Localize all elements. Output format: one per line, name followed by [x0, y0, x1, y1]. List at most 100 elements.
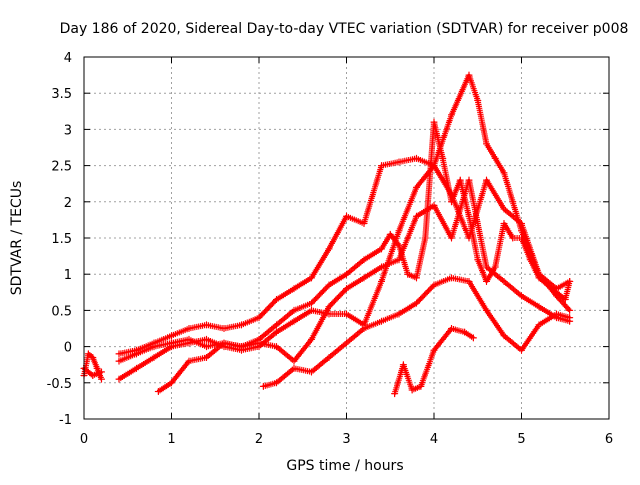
y-tick-label: -1	[59, 413, 72, 428]
chart-title: Day 186 of 2020, Sidereal Day-to-day VTE…	[60, 21, 629, 37]
data-point	[566, 306, 574, 314]
data-point	[89, 372, 97, 380]
data-point	[566, 277, 574, 285]
data-point	[168, 379, 175, 387]
data-point	[465, 212, 473, 220]
data-point	[115, 375, 123, 383]
data-point	[325, 245, 333, 253]
data-point	[413, 274, 420, 282]
data-point	[168, 332, 175, 340]
y-tick-label: 2.5	[51, 160, 72, 175]
data-point	[308, 306, 315, 314]
data-point	[391, 390, 399, 398]
data-point	[360, 256, 368, 264]
data-point	[509, 234, 517, 242]
data-point	[290, 364, 298, 372]
data-point	[483, 306, 490, 314]
data-point	[413, 183, 420, 191]
data-point	[465, 277, 473, 285]
data-point	[509, 198, 517, 206]
y-tick-label: 1.5	[51, 232, 72, 247]
data-point	[89, 353, 97, 361]
data-point	[378, 263, 385, 271]
data-point	[273, 321, 280, 329]
y-tick-label: -0.5	[47, 377, 72, 392]
data-point	[535, 321, 543, 329]
data-point	[84, 350, 92, 358]
y-tick-label: 3	[64, 123, 72, 138]
y-tick-label: 4	[64, 51, 72, 66]
series-layer	[80, 71, 574, 398]
x-axis-label: GPS time / hours	[286, 458, 403, 474]
data-point	[133, 350, 140, 358]
data-point	[185, 357, 193, 365]
data-point	[439, 154, 447, 162]
data-point	[185, 339, 193, 347]
data-point	[290, 357, 298, 365]
data-point	[500, 332, 508, 340]
data-point	[413, 299, 420, 307]
data-point	[325, 303, 333, 311]
data-point	[154, 387, 162, 395]
y-tick-label: 0	[64, 341, 72, 356]
x-tick-label: 6	[605, 432, 613, 447]
data-point	[255, 339, 263, 347]
x-tick-label: 5	[517, 432, 525, 447]
data-point	[360, 274, 368, 282]
x-tick-label: 3	[342, 432, 350, 447]
data-point	[343, 285, 350, 293]
data-point	[343, 310, 350, 318]
data-point	[430, 118, 438, 126]
series-track-6	[154, 176, 574, 395]
data-point	[360, 220, 368, 228]
data-point	[491, 263, 499, 271]
y-tick-label: 0.5	[51, 304, 72, 319]
data-point	[430, 201, 438, 209]
data-point	[421, 234, 429, 242]
data-point	[408, 386, 416, 394]
data-point	[115, 350, 123, 358]
data-point	[98, 368, 105, 376]
data-point	[404, 270, 412, 278]
data-point	[290, 317, 298, 325]
data-point	[448, 191, 455, 199]
data-point	[413, 212, 420, 220]
data-point	[461, 328, 469, 336]
data-point	[553, 285, 560, 293]
y-tick-label: 2	[64, 196, 72, 211]
data-point	[273, 343, 280, 351]
data-point	[483, 263, 490, 271]
data-point	[465, 176, 473, 184]
data-point	[448, 111, 455, 119]
data-point	[203, 353, 210, 361]
data-point	[448, 234, 455, 242]
y-tick-label: 3.5	[51, 87, 72, 102]
data-point	[308, 335, 315, 343]
data-point	[395, 227, 403, 235]
axis-ticks: 0 1 2 3 4 5 6 -1 -0.5 0 0.5 1 1.5 2 2.5 3 3.5 4	[47, 51, 614, 447]
data-point	[343, 270, 350, 278]
data-point	[430, 281, 438, 289]
data-point	[325, 353, 333, 361]
series-track-7	[259, 274, 574, 390]
data-point	[273, 379, 280, 387]
data-point	[360, 325, 368, 332]
data-point	[413, 154, 420, 162]
data-point	[518, 346, 525, 354]
data-point	[259, 382, 267, 390]
data-point	[220, 339, 228, 347]
data-point	[168, 343, 175, 351]
data-point	[290, 285, 298, 293]
data-point	[465, 234, 473, 242]
data-point	[115, 357, 123, 365]
data-point	[378, 245, 385, 253]
data-point	[430, 162, 438, 170]
data-point	[500, 169, 508, 177]
data-point	[308, 299, 315, 307]
data-point	[220, 325, 228, 332]
data-point	[203, 335, 210, 343]
data-point	[535, 303, 543, 311]
